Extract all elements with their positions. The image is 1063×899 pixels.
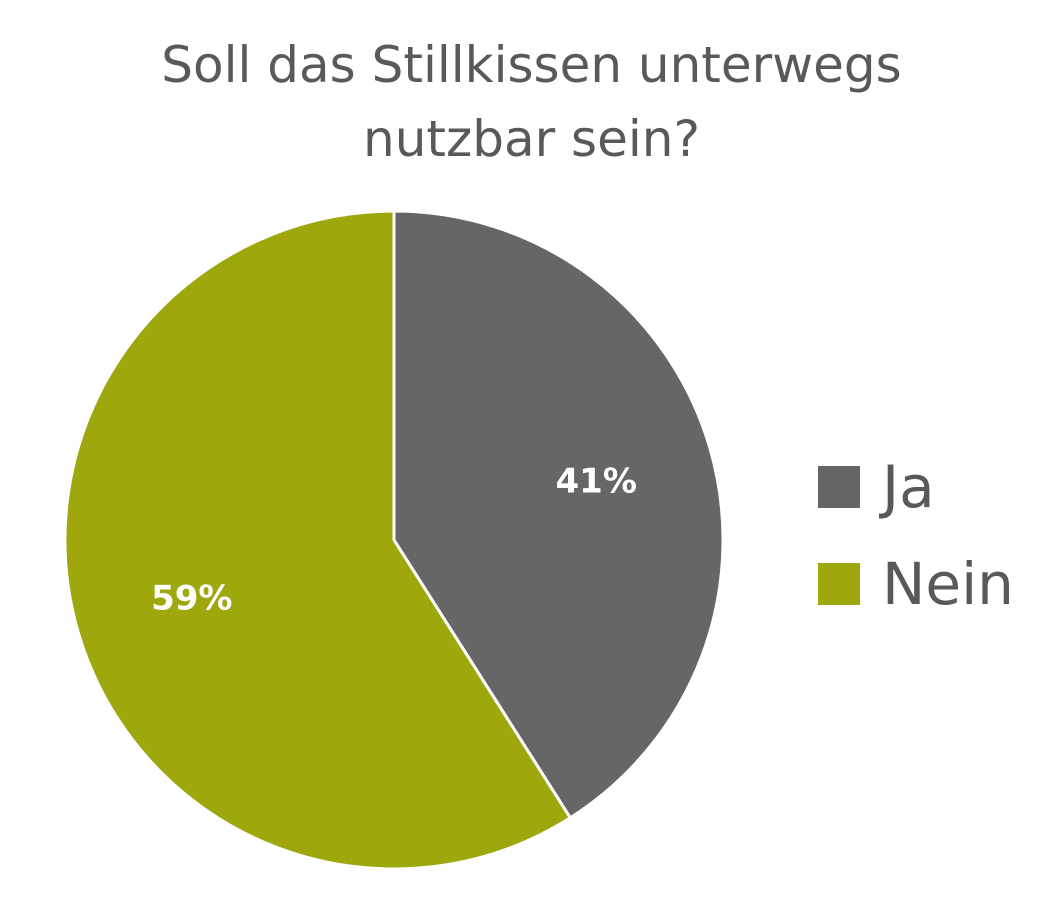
legend: Ja Nein <box>818 450 1014 644</box>
legend-label-ja: Ja <box>882 453 935 521</box>
legend-item-nein: Nein <box>818 547 1014 621</box>
chart-title-line-1: Soll das Stillkissen unterwegs <box>161 36 902 94</box>
pie-slice-ja <box>392 209 725 820</box>
pie-slice-nein <box>63 209 572 871</box>
legend-swatch-nein <box>818 563 860 605</box>
data-label-ja: 41% <box>556 461 637 501</box>
data-label-nein: 59% <box>151 579 232 619</box>
chart-title: Soll das Stillkissen unterwegs nutzbar s… <box>0 28 1063 176</box>
legend-swatch-ja <box>818 466 860 508</box>
legend-item-ja: Ja <box>818 450 1014 524</box>
legend-label-nein: Nein <box>882 550 1014 618</box>
pie-slices <box>63 209 725 871</box>
chart-title-line-2: nutzbar sein? <box>363 110 700 168</box>
pie-data-labels: 41% 59% <box>151 461 637 618</box>
